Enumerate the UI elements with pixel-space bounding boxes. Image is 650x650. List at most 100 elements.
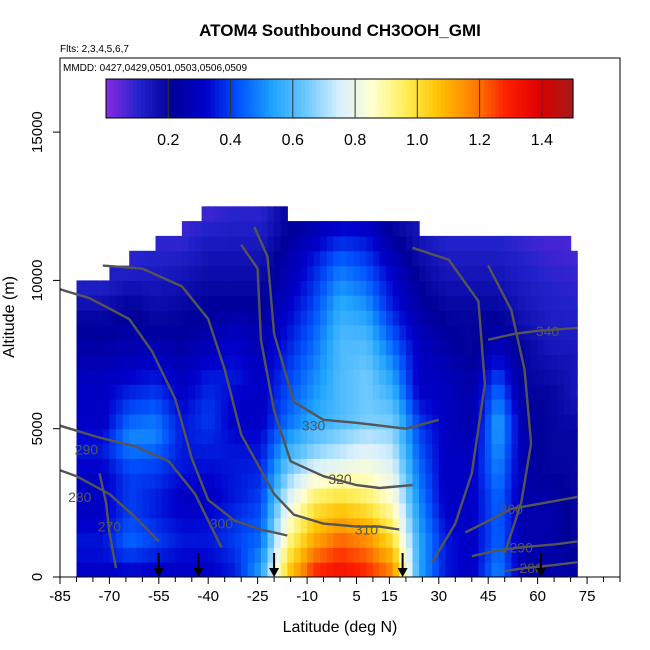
heatmap-cell: [181, 310, 190, 326]
heatmap-cell: [458, 265, 466, 281]
heatmap-cell: [438, 428, 446, 445]
heatmap-cell: [96, 339, 104, 356]
heatmap-cell: [162, 458, 170, 474]
heatmap-cell: [544, 310, 552, 326]
heatmap-cell: [484, 384, 493, 400]
heatmap-cell: [544, 384, 552, 400]
heatmap-cell: [458, 369, 466, 385]
heatmap-cell: [300, 532, 308, 548]
colorbar-segment: [436, 79, 442, 118]
heatmap-cell: [399, 384, 407, 400]
heatmap-cell: [280, 547, 288, 563]
heatmap-cell: [399, 488, 407, 504]
chart-title: ATOM4 Southbound CH3OOH_GMI: [199, 21, 481, 40]
heatmap-cell: [175, 517, 183, 534]
heatmap-cell: [511, 413, 519, 430]
heatmap-cell: [419, 488, 427, 504]
heatmap-cell: [83, 547, 91, 563]
heatmap-cell: [320, 517, 328, 534]
heatmap-cell: [366, 265, 374, 281]
heatmap-cell: [320, 265, 328, 281]
heatmap-cell: [452, 339, 460, 356]
heatmap-cell: [148, 562, 157, 577]
heatmap-cell: [491, 517, 499, 534]
heatmap-cell: [102, 473, 110, 489]
heatmap-cell: [570, 324, 578, 341]
heatmap-cell: [188, 265, 196, 281]
heatmap-cell: [379, 250, 387, 267]
heatmap-cell: [379, 369, 387, 385]
heatmap-cell: [280, 384, 288, 400]
heatmap-cell: [208, 443, 216, 459]
heatmap-cell: [195, 295, 203, 311]
heatmap-cell: [517, 354, 526, 370]
heatmap-cell: [326, 339, 334, 356]
heatmap-cell: [550, 458, 558, 474]
heatmap-cell: [247, 295, 255, 311]
heatmap-cell: [254, 206, 262, 222]
heatmap-cell: [544, 428, 552, 445]
heatmap-cell: [458, 413, 466, 430]
heatmap-cell: [557, 265, 565, 281]
heatmap-cell: [372, 399, 381, 415]
colorbar-segment: [394, 79, 399, 118]
heatmap-cell: [498, 428, 506, 445]
heatmap-cell: [445, 369, 453, 385]
heatmap-cell: [550, 339, 558, 356]
heatmap-cell: [465, 458, 473, 474]
heatmap-cell: [412, 339, 420, 356]
heatmap-cell: [570, 280, 578, 296]
heatmap-cell: [241, 428, 249, 445]
heatmap-cell: [511, 310, 519, 326]
heatmap-cell: [89, 532, 97, 548]
heatmap-cell: [359, 458, 367, 474]
heatmap-cell: [412, 354, 420, 370]
heatmap-cell: [241, 413, 249, 430]
heatmap-cell: [419, 517, 427, 534]
heatmap-cell: [287, 265, 295, 281]
heatmap-cell: [109, 517, 117, 534]
heatmap-cell: [254, 310, 262, 326]
heatmap-cell: [353, 413, 361, 430]
colorbar-segment: [448, 79, 453, 118]
heatmap-cell: [228, 354, 236, 370]
heatmap-cell: [307, 384, 315, 400]
heatmap-cell: [241, 324, 249, 341]
heatmap-cell: [129, 502, 137, 519]
heatmap-cell: [287, 517, 295, 534]
heatmap-cell: [524, 547, 532, 563]
heatmap-cell: [465, 384, 473, 400]
heatmap-cell: [181, 354, 190, 370]
heatmap-cell: [511, 265, 519, 281]
heatmap-cell: [175, 502, 183, 519]
x-tick-label: -55: [148, 588, 170, 605]
heatmap-cell: [465, 339, 473, 356]
colorbar-segment: [374, 79, 379, 118]
heatmap-cell: [353, 310, 361, 326]
heatmap-cell: [116, 502, 124, 519]
heatmap-cell: [221, 206, 229, 222]
heatmap-cell: [471, 369, 479, 385]
heatmap-cell: [366, 369, 374, 385]
heatmap-cell: [241, 250, 249, 267]
heatmap-cell: [432, 473, 440, 489]
heatmap-cell: [201, 428, 209, 445]
heatmap-cell: [260, 324, 269, 341]
heatmap-cell: [340, 265, 348, 281]
heatmap-cell: [537, 339, 545, 356]
heatmap-cell: [293, 473, 302, 489]
colorbar-segment: [362, 79, 368, 118]
colorbar-segment: [164, 79, 169, 118]
heatmap-cell: [148, 399, 157, 415]
colorbar-segment: [215, 79, 220, 118]
heatmap-cell: [214, 206, 222, 222]
heatmap-cell: [214, 250, 222, 267]
heatmap-cell: [221, 428, 229, 445]
heatmap-cell: [353, 295, 361, 311]
heatmap-cell: [122, 413, 130, 430]
heatmap-cell: [181, 384, 190, 400]
heatmap-cell: [353, 473, 361, 489]
heatmap-cell: [234, 547, 242, 563]
heatmap-cell: [267, 517, 275, 534]
heatmap-cell: [76, 310, 84, 326]
